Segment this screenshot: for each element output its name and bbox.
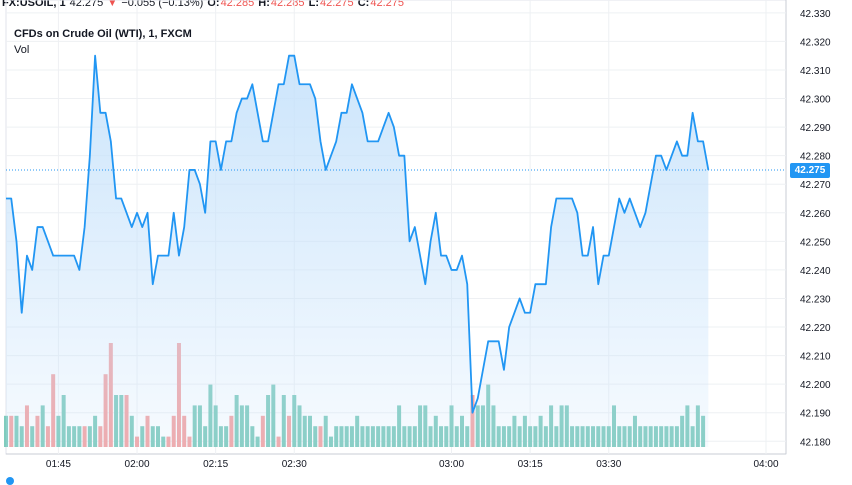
high-value: 42.285: [270, 0, 305, 9]
price-line: [6, 54, 710, 414]
y-tick-label: 42.290: [800, 123, 831, 134]
y-tick-label: 42.210: [800, 352, 831, 363]
x-tick-label: 01:45: [46, 459, 71, 470]
x-tick-label: 02:15: [203, 459, 228, 470]
close-value: 42.275: [370, 0, 404, 9]
y-tick-label: 42.260: [800, 209, 831, 220]
price-change: −0.055 (−0.13%): [121, 0, 204, 9]
symbol-name[interactable]: FX:USOIL, 1: [2, 0, 66, 9]
y-tick-label: 42.230: [800, 294, 831, 305]
close-label: C:: [357, 0, 370, 9]
x-tick-label: 03:00: [439, 459, 464, 470]
volume-label[interactable]: Vol: [14, 44, 30, 56]
x-tick-label: 04:00: [753, 459, 778, 470]
high-label: H:: [258, 0, 270, 9]
y-tick-label: 42.240: [800, 266, 831, 277]
low-label: L:: [308, 0, 319, 9]
low-value: 42.275: [320, 0, 354, 9]
x-tick-label: 02:00: [125, 459, 150, 470]
open-label: O:: [207, 0, 220, 9]
chart-title: CFDs on Crude Oil (WTI), 1, FXCM: [14, 28, 192, 40]
y-tick-label: 42.220: [800, 323, 831, 334]
y-tick-label: 42.300: [800, 95, 831, 106]
y-tick-label: 42.280: [800, 152, 831, 163]
x-tick-label: 02:30: [282, 459, 307, 470]
y-tick-label: 42.190: [800, 409, 831, 420]
y-tick-label: 42.180: [800, 437, 831, 448]
last-price-badge: 42.275: [790, 162, 830, 178]
last-price: 42.275: [69, 0, 104, 9]
y-tick-label: 42.310: [800, 66, 831, 77]
symbol-header: FX:USOIL, 1 42.275 ▼ −0.055 (−0.13%) O:4…: [2, 0, 405, 13]
x-tick-label: 03:15: [518, 459, 543, 470]
open-value: 42.285: [220, 0, 255, 9]
x-tick-label: 03:30: [596, 459, 621, 470]
y-tick-label: 42.200: [800, 380, 831, 391]
y-tick-label: 42.330: [800, 9, 831, 20]
y-tick-label: 42.270: [800, 180, 831, 191]
y-tick-label: 42.320: [800, 37, 831, 48]
y-tick-label: 42.250: [800, 237, 831, 248]
logo-icon: [6, 477, 14, 485]
down-arrow-icon: ▼: [107, 0, 118, 9]
price-area: [6, 55, 709, 448]
